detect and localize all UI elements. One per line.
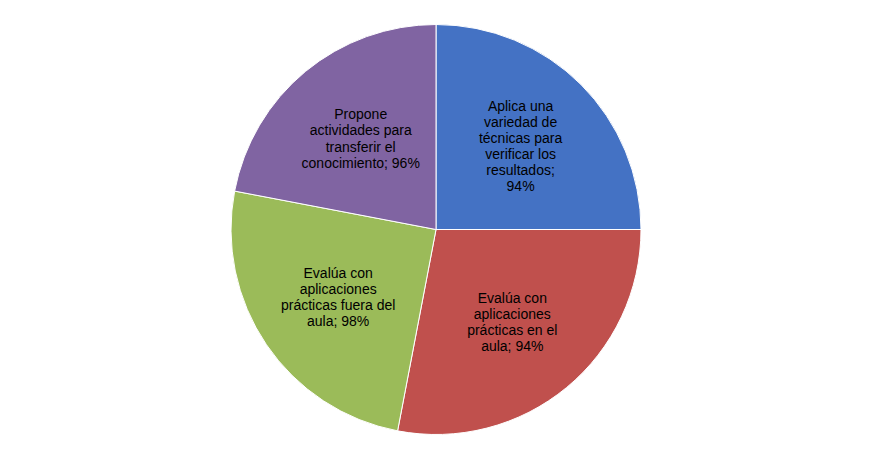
svg-text:Evalúa conaplicacionespráctica: Evalúa conaplicacionesprácticas en elaul… [467, 290, 557, 354]
svg-text:Evalúa conaplicacionespráctica: Evalúa conaplicacionesprácticas fuera de… [281, 265, 395, 329]
svg-text:Aplica unavariedad detécnicas: Aplica unavariedad detécnicas paraverifi… [479, 98, 562, 194]
svg-text:Proponeactividades paratransfe: Proponeactividades paratransferir elcono… [302, 106, 420, 170]
